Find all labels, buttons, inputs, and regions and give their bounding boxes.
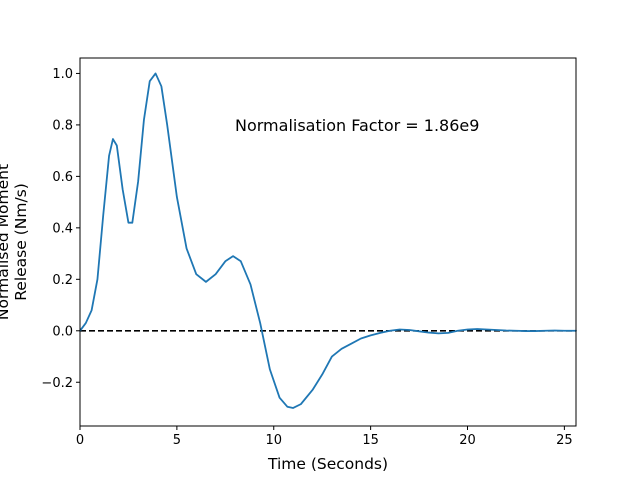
x-tick-label: 5 [173, 433, 181, 448]
x-tick-label: 0 [76, 433, 84, 448]
x-tick-label: 15 [362, 433, 379, 448]
y-tick-label: 0.2 [52, 273, 73, 288]
x-tick-label: 25 [556, 433, 573, 448]
y-tick-label: 0.6 [52, 170, 73, 185]
y-axis-title-line-2: Release (Nm/s) [12, 183, 30, 301]
normalisation-factor-annotation: Normalisation Factor = 1.86e9 [235, 116, 479, 135]
y-tick-label: 1.0 [52, 67, 73, 82]
y-tick-label: 0.0 [52, 324, 73, 339]
plot-frame [79, 57, 577, 427]
x-axis-title: Time (Seconds) [267, 455, 388, 473]
y-axis-title-line-1: Normalised Moment [0, 164, 12, 320]
x-tick-label: 10 [265, 433, 282, 448]
plot-content [79, 72, 577, 409]
moment-release-series-line [79, 72, 577, 409]
y-tick-label: −0.2 [41, 376, 73, 391]
x-axis-ticks: 0 5 10 15 20 25 [76, 426, 573, 448]
x-tick-label: 20 [459, 433, 476, 448]
y-tick-label: 0.8 [52, 118, 73, 133]
y-axis-ticks: −0.2 0.0 0.2 0.4 0.6 0.8 1.0 [41, 67, 80, 391]
y-tick-label: 0.4 [52, 221, 73, 236]
